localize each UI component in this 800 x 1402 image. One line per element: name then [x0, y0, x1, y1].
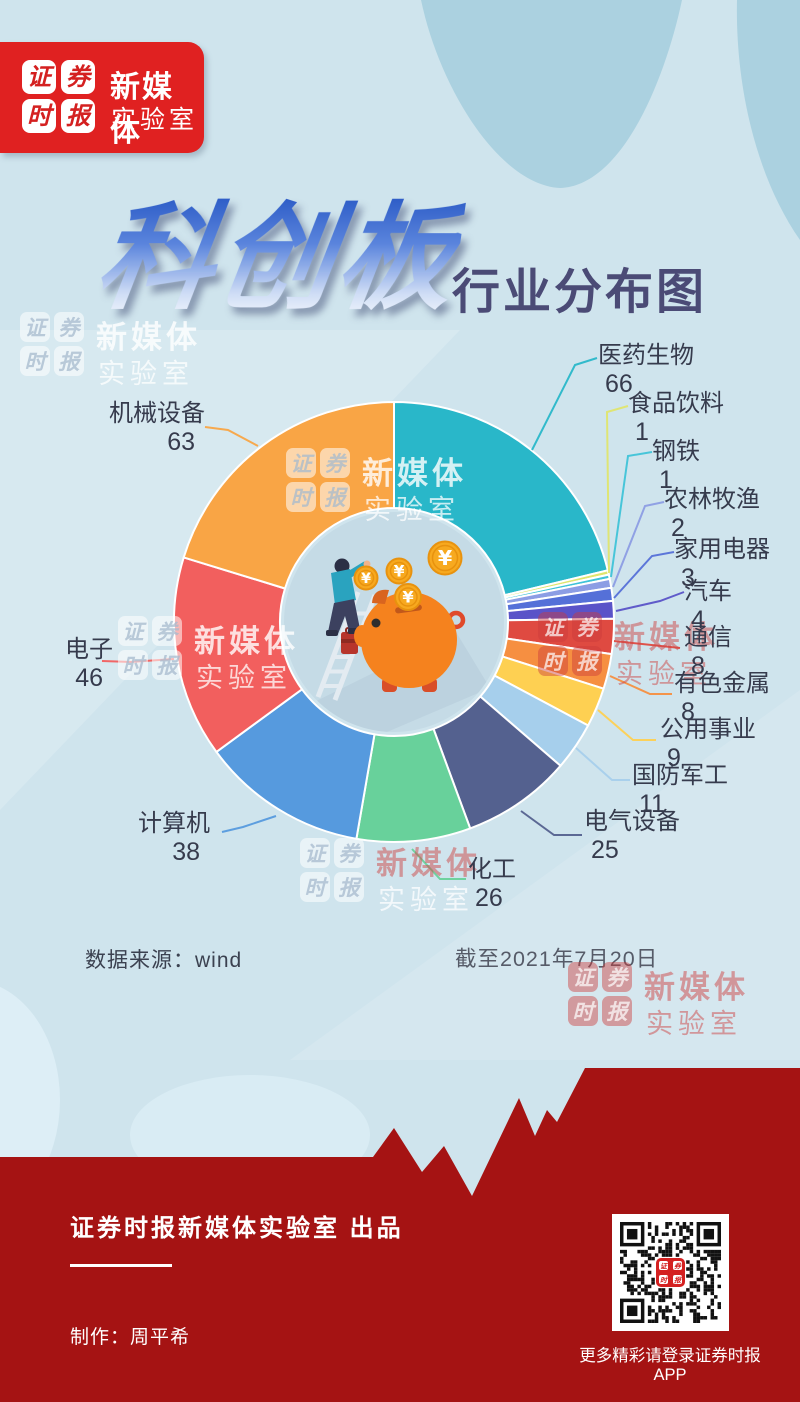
coin: ¥: [385, 557, 413, 585]
leader-line-化工: [411, 848, 466, 880]
label-value: 9: [667, 744, 681, 772]
label-value: 25: [591, 836, 619, 864]
svg-text:证: 证: [660, 1262, 669, 1271]
yuan-symbol: ¥: [402, 587, 414, 606]
footer-divider: [70, 1264, 172, 1267]
chart-label-电气设备: 电气设备 25: [584, 808, 680, 864]
leader-line-公用事业: [597, 709, 656, 741]
logo-seal-char: 证: [22, 60, 56, 94]
label-value: 8: [691, 652, 705, 680]
logo-seal-grid: 证 券 时 报: [22, 60, 95, 133]
label-value: 1: [635, 418, 649, 446]
qr-code: 证券时报: [612, 1214, 729, 1331]
data-source: 数据来源：wind: [85, 949, 243, 972]
label-value: 1: [659, 466, 673, 494]
leader-line-农林牧渔: [612, 501, 665, 588]
logo-seal-char: 报: [61, 99, 95, 133]
coin: ¥: [427, 540, 463, 576]
logo-seal-char: 时: [22, 99, 56, 133]
pig-ear: [372, 589, 389, 604]
logo-line1: 新媒体: [110, 71, 174, 148]
yuan-symbol: ¥: [361, 571, 371, 587]
coin: ¥: [353, 565, 379, 591]
chart-label-汽车: 汽车 4: [684, 578, 732, 634]
chart-label-农林牧渔: 农林牧渔 2: [664, 486, 760, 542]
leader-line-钢铁: [610, 451, 653, 578]
label-value: 11: [639, 790, 665, 818]
leader-line-有色金属: [609, 675, 672, 695]
logo-line2: 实验室: [111, 106, 199, 134]
label-value: 3: [681, 564, 695, 592]
label-value: 4: [691, 606, 705, 634]
chart-label-钢铁: 钢铁 1: [652, 438, 700, 494]
label-value: 46: [75, 664, 103, 692]
label-name: 食品饮料: [628, 390, 724, 417]
yuan-symbol: ¥: [394, 562, 405, 580]
label-value: 8: [681, 698, 695, 726]
coin: ¥: [394, 583, 422, 611]
footer-producer: 证券时报新媒体实验室 出品: [70, 1215, 404, 1242]
chart-label-家用电器: 家用电器 3: [674, 536, 770, 592]
chart-label-化工: 化工 26: [468, 856, 516, 912]
securities-times-logo: 证 券 时 报 新媒体 实验室: [0, 42, 204, 153]
label-name: 农林牧渔: [664, 486, 760, 513]
label-name: 电子: [65, 636, 113, 663]
svg-text:时: 时: [660, 1276, 669, 1285]
label-name: 机械设备: [109, 400, 205, 427]
as-of-date: 截至2021年7月20日: [455, 947, 659, 971]
leader-line-通信: [613, 640, 681, 649]
piggy-bank-illustration: ¥ ¥ ¥ ¥: [284, 512, 504, 732]
label-name: 家用电器: [674, 536, 770, 563]
qr-caption: 更多精彩请登录证券时报APP: [579, 1347, 761, 1384]
leader-line-食品饮料: [605, 405, 629, 574]
qr-center-logo: 证券时报: [656, 1258, 685, 1287]
leader-lines: [101, 357, 685, 880]
chart-label-计算机: 计算机 38: [125, 810, 210, 866]
label-name: 计算机: [138, 810, 210, 837]
footer-background: [0, 1068, 800, 1402]
svg-text:报: 报: [674, 1276, 682, 1285]
leader-line-国防军工: [575, 747, 630, 781]
leader-line-计算机: [221, 815, 277, 833]
svg-text:券: 券: [674, 1262, 682, 1271]
leader-line-电气设备: [520, 810, 582, 836]
label-value: 38: [172, 838, 200, 866]
donut-slice-医药生物: [393, 401, 609, 597]
label-value: 26: [475, 884, 503, 912]
chart-label-食品饮料: 食品饮料 1: [628, 390, 724, 446]
chart-label-电子: 电子 46: [45, 636, 113, 692]
chart-label-通信: 通信 8: [684, 624, 732, 680]
label-name: 电气设备: [584, 808, 680, 835]
label-name: 汽车: [684, 578, 732, 605]
page-subtitle: 行业分布图: [452, 266, 708, 319]
leader-line-机械设备: [204, 426, 259, 447]
label-name: 公用事业: [660, 716, 756, 743]
label-value: 66: [605, 370, 633, 398]
chart-label-医药生物: 医药生物 66: [598, 342, 694, 398]
label-name: 有色金属: [674, 670, 770, 697]
label-name: 医药生物: [598, 342, 694, 369]
chart-label-公用事业: 公用事业 9: [660, 716, 756, 772]
pig-eye: [371, 618, 381, 628]
donut-slice-电子: [173, 556, 303, 753]
chart-label-国防军工: 国防军工 11: [632, 762, 728, 818]
label-name: 通信: [684, 624, 732, 651]
label-name: 钢铁: [652, 438, 700, 465]
footer-maker: 制作：周平希: [70, 1327, 191, 1348]
label-name: 国防军工: [632, 762, 728, 789]
logo-seal-char: 券: [61, 60, 95, 94]
chart-label-有色金属: 有色金属 8: [674, 670, 770, 726]
leader-line-汽车: [615, 591, 685, 612]
coins: ¥ ¥ ¥ ¥: [353, 540, 463, 611]
label-value: 63: [167, 428, 195, 456]
label-value: 2: [671, 514, 685, 542]
person: [326, 558, 371, 636]
chart-label-机械设备: 机械设备 63: [95, 400, 205, 456]
chart-labels: 医药生物 66 食品饮料 1 钢铁 1 农林牧渔 2 家用电器 3 汽车 4 通信 8 有色金属 8 公用事业 9…: [45, 342, 770, 912]
leader-line-家用电器: [613, 551, 675, 599]
label-name: 化工: [468, 856, 516, 883]
yuan-symbol: ¥: [438, 546, 453, 570]
leader-line-医药生物: [531, 357, 598, 451]
